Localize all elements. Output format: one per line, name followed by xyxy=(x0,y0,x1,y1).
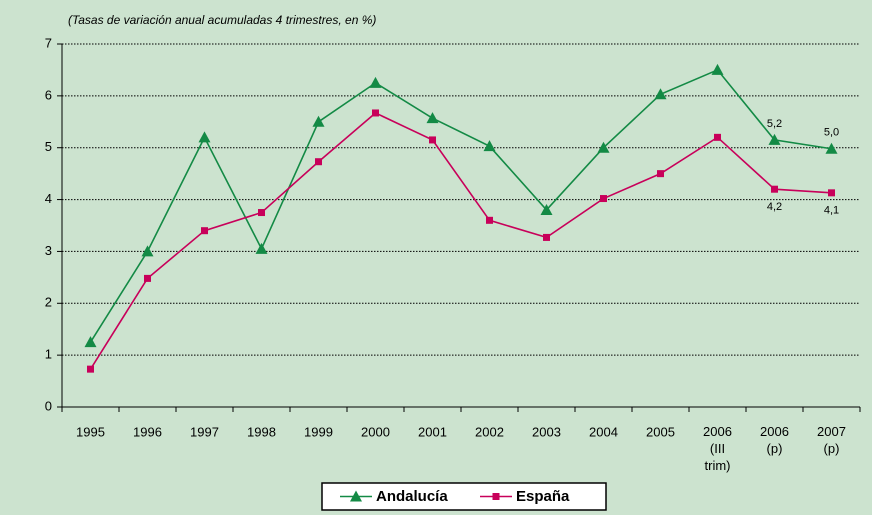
data-label: 4,2 xyxy=(767,201,782,213)
data-point xyxy=(540,203,553,215)
legend-label: España xyxy=(516,488,570,505)
data-point xyxy=(141,245,154,257)
y-tick-label: 4 xyxy=(45,191,52,206)
x-tick-label-line: 2007 xyxy=(817,424,846,439)
x-tick-label: 2006 (III trim) xyxy=(703,424,732,473)
data-point xyxy=(600,195,607,203)
data-point xyxy=(87,365,94,373)
chart-subtitle: (Tasas de variación anual acumuladas 4 t… xyxy=(68,13,376,27)
data-point xyxy=(255,242,268,254)
data-point xyxy=(315,158,322,166)
x-tick-label: 2007 (p) xyxy=(817,424,846,456)
x-tick-label: 1996 xyxy=(133,424,162,439)
data-point xyxy=(714,133,721,141)
data-point xyxy=(426,112,439,124)
legend-label: Andalucía xyxy=(376,488,448,505)
y-tick-label: 5 xyxy=(45,139,52,154)
x-tick-label-line: trim) xyxy=(705,458,731,473)
x-tick-label: 2005 xyxy=(646,424,675,439)
data-point xyxy=(711,63,724,75)
data-point xyxy=(429,136,436,144)
data-point xyxy=(198,131,211,143)
x-tick-label-line: (III xyxy=(710,441,725,456)
series-line xyxy=(89,68,832,343)
y-tick-label: 2 xyxy=(45,295,52,310)
data-point xyxy=(144,274,151,282)
data-label: 5,2 xyxy=(767,118,782,130)
x-tick-label: 2004 xyxy=(589,424,618,439)
x-tick-label: 1997 xyxy=(190,424,219,439)
x-tick-label-line: (p) xyxy=(767,441,783,456)
x-tick-label-line: (p) xyxy=(824,441,840,456)
data-point xyxy=(201,227,208,235)
data-point xyxy=(768,133,781,145)
data-point xyxy=(543,233,550,241)
x-tick-label-line: 2006 xyxy=(703,424,732,439)
x-tick-label: 1998 xyxy=(247,424,276,439)
data-label: 5,0 xyxy=(824,127,839,139)
data-point xyxy=(258,209,265,217)
x-tick-label: 2003 xyxy=(532,424,561,439)
x-tick-label: 1999 xyxy=(304,424,333,439)
data-point xyxy=(372,109,379,117)
data-point xyxy=(828,189,835,197)
data-point xyxy=(84,336,97,348)
data-point xyxy=(657,170,664,178)
data-point xyxy=(369,76,382,88)
data-point xyxy=(312,115,325,127)
data-point xyxy=(825,142,838,154)
y-tick-label: 0 xyxy=(45,398,52,413)
legend: Andalucía España xyxy=(321,482,607,511)
data-point xyxy=(597,141,610,153)
x-tick-label: 2001 xyxy=(418,424,447,439)
data-label: 4,1 xyxy=(824,205,839,217)
x-tick-label-line: 2006 xyxy=(760,424,789,439)
y-tick-label: 1 xyxy=(45,347,52,362)
legend-marker xyxy=(350,490,362,502)
x-tick-label: 2000 xyxy=(361,424,390,439)
data-point xyxy=(654,88,667,100)
x-tick-label: 1995 xyxy=(76,424,105,439)
y-tick-label: 6 xyxy=(45,87,52,102)
y-tick-label: 7 xyxy=(45,35,52,50)
y-tick-label: 3 xyxy=(45,243,52,258)
data-point xyxy=(483,140,496,152)
data-point xyxy=(486,216,493,224)
legend-marker xyxy=(492,493,500,500)
data-point xyxy=(771,185,778,193)
series-line xyxy=(89,112,832,370)
x-tick-label: 2006 (p) xyxy=(760,424,789,456)
x-tick-label: 2002 xyxy=(475,424,504,439)
